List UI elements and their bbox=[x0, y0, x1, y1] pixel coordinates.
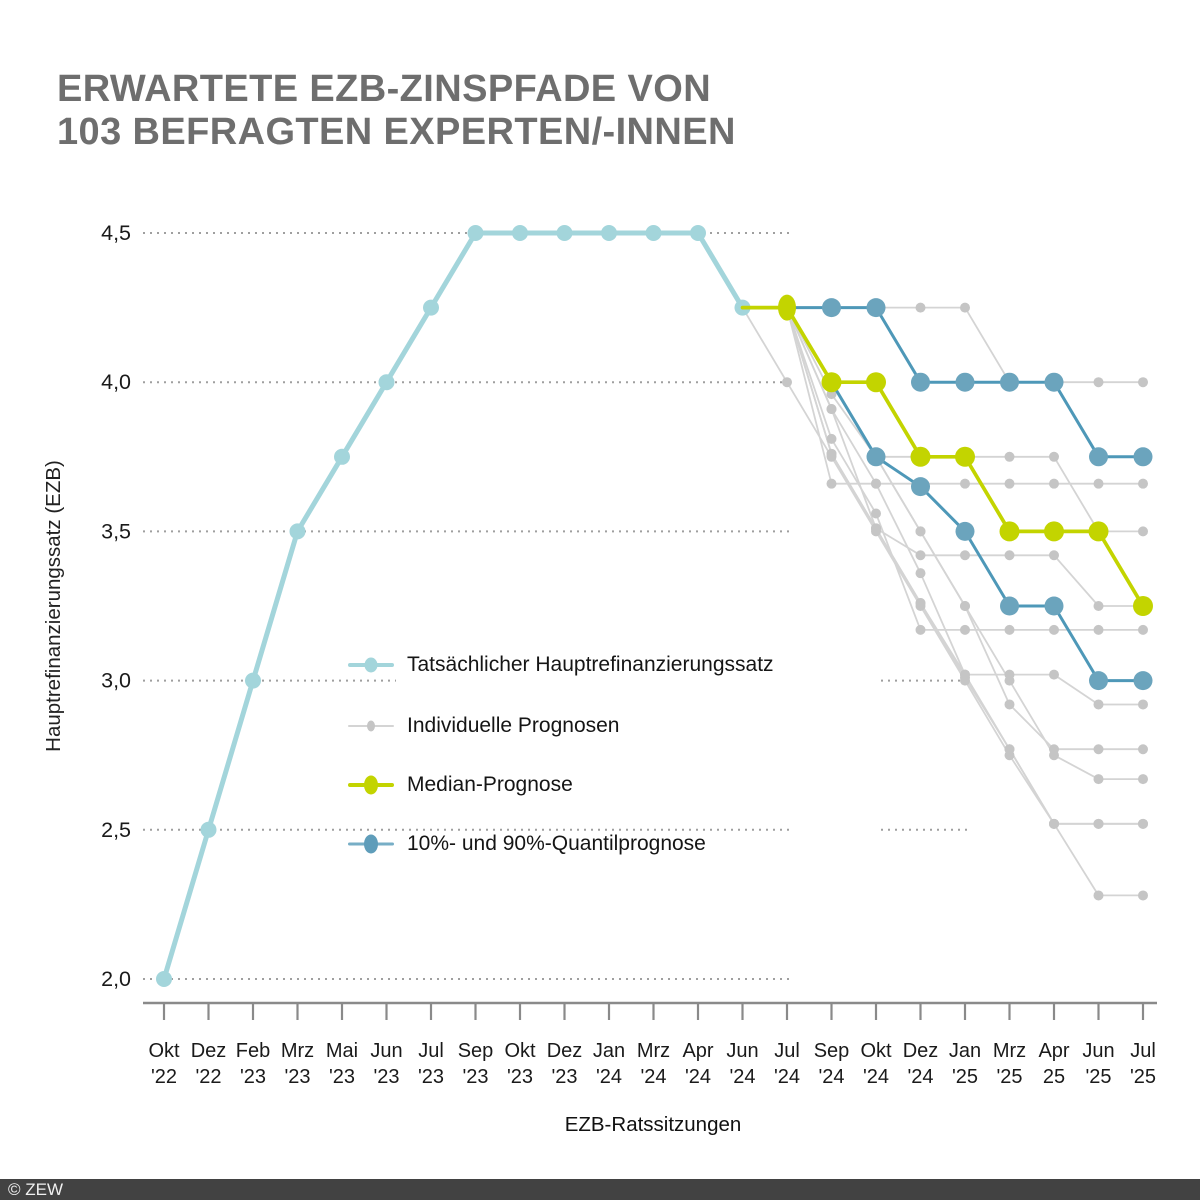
x-tick-year: '25 bbox=[1130, 1066, 1156, 1088]
y-tick-label: 4,5 bbox=[101, 221, 131, 245]
chart-title: ERWARTETE EZB-ZINSPFADE VON 103 BEFRAGTE… bbox=[57, 68, 736, 155]
x-tick-month: Dez bbox=[903, 1040, 939, 1062]
series-quantiles bbox=[785, 298, 1153, 691]
chart-title-line2: 103 BEFRAGTEN EXPERTEN/-INNEN bbox=[57, 111, 736, 154]
x-tick-year: '23 bbox=[373, 1066, 399, 1088]
x-tick-month: Jun bbox=[726, 1040, 758, 1062]
x-tick-year: '24 bbox=[729, 1066, 755, 1088]
x-tick-year: '23 bbox=[418, 1066, 444, 1088]
x-tick-year: '23 bbox=[329, 1066, 355, 1088]
x-tick-month: Okt bbox=[860, 1040, 892, 1062]
x-tick-year: '25 bbox=[952, 1066, 978, 1088]
y-tick-label: 2,5 bbox=[101, 818, 131, 842]
series-layer bbox=[156, 225, 1153, 987]
x-tick-year: '22 bbox=[151, 1066, 177, 1088]
x-tick-month: Sep bbox=[458, 1040, 494, 1062]
x-tick-year: 25 bbox=[1043, 1066, 1065, 1088]
x-tick-month: Jun bbox=[370, 1040, 402, 1062]
x-tick-month: Jul bbox=[418, 1040, 444, 1062]
x-tick-year: '24 bbox=[774, 1066, 800, 1088]
chart-title-line1: ERWARTETE EZB-ZINSPFADE VON bbox=[57, 68, 712, 110]
series-individual bbox=[741, 302, 1148, 901]
x-tick-year: '23 bbox=[462, 1066, 488, 1088]
x-tick-year: '23 bbox=[284, 1066, 310, 1088]
x-tick-month: Apr bbox=[682, 1040, 713, 1062]
x-tick-month: Mrz bbox=[637, 1040, 670, 1062]
copyright: © ZEW bbox=[8, 1180, 64, 1199]
x-tick-year: '23 bbox=[240, 1066, 266, 1088]
series-median bbox=[740, 294, 1153, 616]
x-tick-year: '24 bbox=[863, 1066, 889, 1088]
x-tick-month: Okt bbox=[148, 1040, 180, 1062]
x-tick-year: '25 bbox=[996, 1066, 1022, 1088]
x-tick-year: '24 bbox=[818, 1066, 844, 1088]
x-tick-month: Jun bbox=[1082, 1040, 1114, 1062]
x-tick-year: '24 bbox=[907, 1066, 933, 1088]
footer-bar: © ZEW bbox=[0, 1179, 1200, 1200]
x-tick-year: '25 bbox=[1085, 1066, 1111, 1088]
x-tick-month: Jan bbox=[593, 1040, 625, 1062]
x-axis: Okt '22 Dez '22 Feb '23 Mrz '23 Mai '23 Jun '23 Jul '… bbox=[143, 1001, 1157, 1088]
x-tick-month: Jul bbox=[774, 1040, 800, 1062]
x-tick-month: Jan bbox=[949, 1040, 981, 1062]
x-tick-month: Feb bbox=[236, 1040, 270, 1062]
y-tick-label: 3,5 bbox=[101, 519, 131, 543]
x-tick-year: '23 bbox=[551, 1066, 577, 1088]
x-tick-year: '23 bbox=[507, 1066, 533, 1088]
y-tick-label: 3,0 bbox=[101, 669, 131, 693]
x-tick-month: Dez bbox=[191, 1040, 227, 1062]
x-tick-year: '22 bbox=[195, 1066, 221, 1088]
x-tick-month: Mai bbox=[326, 1040, 358, 1062]
x-tick-year: '24 bbox=[640, 1066, 666, 1088]
series-actual bbox=[156, 225, 751, 987]
x-tick-month: Jul bbox=[1130, 1040, 1156, 1062]
x-tick-month: Sep bbox=[814, 1040, 850, 1062]
y-axis-title: Hauptrefinanzierungssatz (EZB) bbox=[42, 460, 65, 752]
x-tick-month: Mrz bbox=[281, 1040, 314, 1062]
x-tick-month: Okt bbox=[504, 1040, 536, 1062]
x-tick-month: Mrz bbox=[993, 1040, 1026, 1062]
x-tick-month: Apr bbox=[1038, 1040, 1069, 1062]
y-tick-label: 4,0 bbox=[101, 370, 131, 394]
y-tick-label: 2,0 bbox=[101, 967, 131, 991]
x-tick-month: Dez bbox=[547, 1040, 583, 1062]
x-tick-year: '24 bbox=[596, 1066, 622, 1088]
gridlines: 4,5 4,0 3,5 3,0 2,5 2,0 bbox=[101, 221, 967, 991]
x-axis-title: EZB-Ratssitzungen bbox=[565, 1113, 742, 1136]
x-tick-year: '24 bbox=[685, 1066, 711, 1088]
